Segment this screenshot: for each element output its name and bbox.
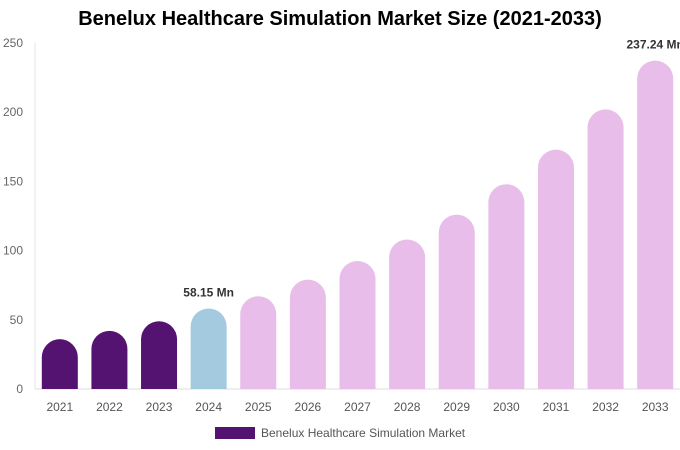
y-tick-label: 150 <box>3 174 23 188</box>
x-tick-label: 2033 <box>642 400 669 414</box>
bar-2024 <box>190 308 227 389</box>
x-tick-label: 2029 <box>443 400 470 414</box>
bar-2028 <box>389 239 426 389</box>
legend-swatch <box>215 427 255 439</box>
x-tick-label: 2022 <box>96 400 123 414</box>
y-tick-label: 100 <box>3 244 23 258</box>
x-tick-label: 2023 <box>146 400 173 414</box>
x-tick-label: 2028 <box>394 400 421 414</box>
bar-2026 <box>289 279 326 389</box>
x-tick-label: 2031 <box>543 400 570 414</box>
x-tick-label: 2025 <box>245 400 272 414</box>
legend: Benelux Healthcare Simulation Market <box>215 426 465 440</box>
bar-2023 <box>141 321 178 389</box>
bar-2021 <box>41 339 78 389</box>
x-tick-label: 2027 <box>344 400 371 414</box>
y-tick-label: 0 <box>16 382 23 396</box>
x-tick-label: 2024 <box>195 400 222 414</box>
x-tick-label: 2030 <box>493 400 520 414</box>
bar-2032 <box>587 109 624 389</box>
bar-2031 <box>537 149 574 389</box>
y-tick-label: 200 <box>3 105 23 119</box>
x-tick-label: 2032 <box>592 400 619 414</box>
bar-2022 <box>91 330 128 389</box>
y-tick-label: 50 <box>10 313 24 327</box>
legend-label: Benelux Healthcare Simulation Market <box>261 426 466 440</box>
bar-2025 <box>240 296 277 389</box>
x-tick-label: 2026 <box>295 400 322 414</box>
y-tick-label: 250 <box>3 36 23 50</box>
bar-2030 <box>488 184 525 389</box>
chart-title: Benelux Healthcare Simulation Market Siz… <box>78 8 602 30</box>
data-label: 58.15 Mn <box>183 286 234 300</box>
bar-2027 <box>339 260 376 389</box>
x-tick-label: 2021 <box>46 400 73 414</box>
bar-2029 <box>438 214 475 389</box>
data-label: 237.24 Mn <box>627 38 680 52</box>
bar-2033 <box>637 60 674 389</box>
